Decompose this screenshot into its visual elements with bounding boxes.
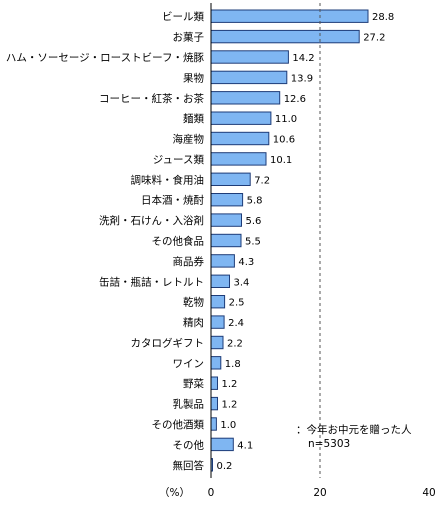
category-label: 商品券 <box>173 255 205 268</box>
category-label: 乾物 <box>183 296 204 309</box>
bar <box>210 233 242 248</box>
value-label: 10.6 <box>273 135 295 146</box>
value-label: 1.2 <box>222 379 238 390</box>
value-label: 12.6 <box>284 94 306 105</box>
value-label: 27.2 <box>363 33 385 44</box>
value-label: 1.8 <box>225 359 241 370</box>
category-label: ビール類 <box>162 11 204 23</box>
category-label: 麺類 <box>183 112 204 125</box>
category-label: その他 <box>173 438 205 451</box>
bar <box>210 111 272 125</box>
bar <box>210 70 288 85</box>
value-label: 2.4 <box>228 318 244 329</box>
value-label: 1.0 <box>220 420 236 431</box>
category-label: 缶詰・瓶詰・レトルト <box>99 275 204 288</box>
sample-note-line-2: n=5303 <box>308 438 350 450</box>
bar <box>210 91 281 105</box>
bar <box>210 131 270 146</box>
bar <box>210 152 267 166</box>
x-tick-label: 40 <box>422 487 435 499</box>
bar <box>210 417 217 431</box>
value-label: 5.5 <box>245 237 261 248</box>
category-label: 乳製品 <box>173 398 205 411</box>
bar <box>210 335 224 350</box>
x-tick-label: 20 <box>313 487 326 499</box>
category-label: カタログギフト <box>131 337 205 350</box>
category-label: 調味料・食用油 <box>131 173 205 186</box>
value-label: 2.5 <box>229 298 245 309</box>
sample-note-line-1: ：今年お中元を贈った人 <box>296 423 412 436</box>
value-label: 4.3 <box>238 257 254 268</box>
value-label: 4.1 <box>237 440 253 451</box>
category-label: ワイン <box>173 358 205 370</box>
category-label: その他食品 <box>152 235 205 248</box>
bar <box>210 9 369 23</box>
unit-label: （%） <box>159 487 190 499</box>
bar <box>210 29 360 44</box>
category-label: お菓子 <box>173 32 205 44</box>
category-label: コーヒー・紅茶・お茶 <box>99 92 204 105</box>
bar <box>210 437 234 452</box>
category-label: 日本酒・焼酎 <box>141 194 204 207</box>
bar <box>210 50 289 64</box>
category-label: ハム・ソーセージ・ローストビーフ・焼豚 <box>6 52 205 64</box>
value-label: 11.0 <box>275 114 297 125</box>
bar <box>210 274 230 289</box>
category-label: 無回答 <box>173 459 205 472</box>
bar <box>210 356 222 370</box>
category-label: 海産物 <box>173 133 205 146</box>
value-label: 3.4 <box>234 277 250 288</box>
category-label: 果物 <box>183 71 204 84</box>
bar <box>210 295 226 309</box>
value-label: 14.2 <box>292 53 314 64</box>
bar <box>210 254 235 268</box>
value-label: 28.8 <box>372 12 394 23</box>
bar <box>210 396 218 411</box>
bar <box>210 172 251 187</box>
bar <box>210 315 225 329</box>
category-label: 精肉 <box>183 316 204 329</box>
bar <box>210 213 242 227</box>
x-tick-label: 0 <box>208 487 215 499</box>
value-label: 1.2 <box>222 400 238 411</box>
bar <box>210 193 244 207</box>
category-label: 野菜 <box>183 378 204 390</box>
bar <box>210 376 218 390</box>
value-label: 0.2 <box>217 461 233 472</box>
category-label: 洗剤・石けん・入浴剤 <box>99 214 204 227</box>
category-label: その他酒類 <box>152 418 205 431</box>
value-label: 10.1 <box>270 155 292 166</box>
x-tick-labels: 0 20 40 <box>208 487 436 499</box>
value-label: 5.6 <box>246 216 262 227</box>
value-label: 2.2 <box>227 339 243 350</box>
value-labels: 28.8 27.2 14.2 13.9 12.6 11.0 10.6 10.17.2 5.8 5.… <box>217 12 395 472</box>
value-label: 13.9 <box>291 73 313 84</box>
category-label: ジュース類 <box>153 154 205 166</box>
value-label: 5.8 <box>247 196 263 207</box>
category-labels: ビール類お菓子ハム・ソーセージ・ローストビーフ・焼豚果物コーヒー・紅茶・お茶麺類… <box>6 11 205 472</box>
value-label: 7.2 <box>254 175 270 186</box>
